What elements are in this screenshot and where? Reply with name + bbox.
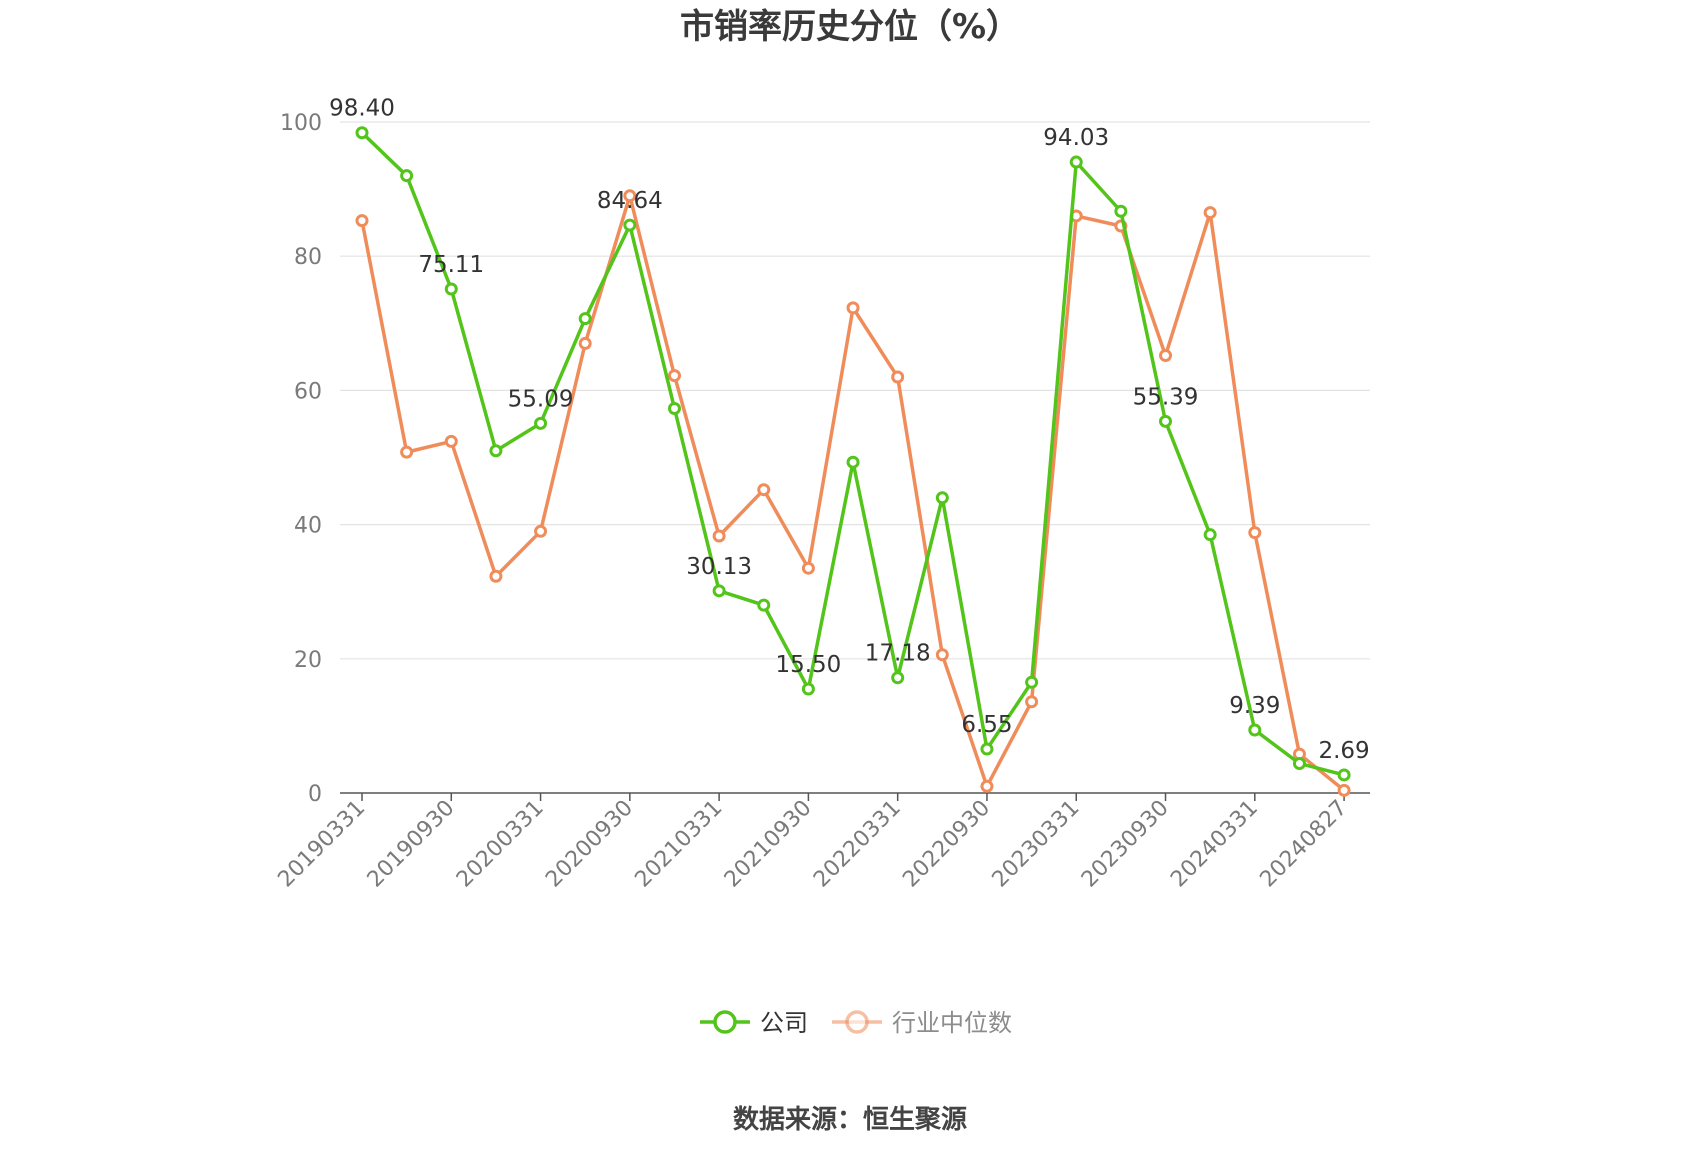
series-point-0 — [1069, 155, 1083, 169]
x-tick-label: 20230331 — [988, 796, 1085, 893]
data-label: 75.11 — [418, 252, 484, 278]
series-point-0 — [1159, 414, 1173, 428]
series-point-1 — [578, 336, 592, 350]
series-point-0 — [444, 282, 458, 296]
chart-title: 市销率历史分位（%） — [680, 7, 1020, 47]
source-note: 数据来源：恒生聚源 — [733, 1105, 967, 1135]
data-label: 30.13 — [686, 554, 752, 580]
series-point-0 — [1114, 204, 1128, 218]
series-point-0 — [1203, 528, 1217, 542]
y-tick-label: 100 — [280, 111, 322, 136]
series-point-0 — [534, 416, 548, 430]
series-point-0 — [667, 402, 681, 416]
data-labels: 98.40 75.11 55.09 84.64 30.13 15.50 17.18 6.55 9… — [329, 96, 1370, 764]
x-axis: 2019033120190930202003312020093020210331… — [273, 792, 1370, 893]
data-label: 6.55 — [961, 712, 1012, 738]
series-point-0 — [757, 598, 771, 612]
series-point-0 — [846, 455, 860, 469]
y-tick-label: 60 — [294, 379, 322, 404]
legend-item-1[interactable]: 行业中位数 — [832, 1009, 1012, 1037]
legend-label: 公司 — [760, 1009, 808, 1037]
legend[interactable]: 公司 行业中位数 — [700, 1009, 1012, 1037]
series-point-1 — [1337, 783, 1351, 797]
x-tick-label: 20220930 — [898, 796, 995, 893]
data-label: 98.40 — [329, 96, 395, 122]
data-label: 2.69 — [1318, 738, 1369, 764]
legend-label: 行业中位数 — [892, 1009, 1012, 1037]
x-tick-label: 20220331 — [809, 796, 906, 893]
series-point-0 — [355, 126, 369, 140]
series-point-1 — [1025, 695, 1039, 709]
series-point-0 — [1025, 675, 1039, 689]
series-point-0 — [891, 671, 905, 685]
legend-item-0[interactable]: 公司 — [700, 1009, 808, 1037]
series-point-0 — [935, 491, 949, 505]
series-point-0 — [712, 584, 726, 598]
series-point-0 — [489, 444, 503, 458]
series-point-1 — [846, 301, 860, 315]
x-tick-label: 20200930 — [541, 796, 638, 893]
x-tick-label: 20240331 — [1166, 796, 1263, 893]
y-axis: 0 20 40 60 80 100 — [280, 111, 322, 807]
series-point-0 — [1248, 723, 1262, 737]
series-point-1 — [1203, 206, 1217, 220]
series-point-1 — [489, 569, 503, 583]
x-tick-label: 20200331 — [452, 796, 549, 893]
x-tick-label: 20190331 — [273, 796, 370, 893]
data-label: 55.09 — [508, 386, 574, 412]
x-tick-label: 20210331 — [631, 796, 728, 893]
data-label: 15.50 — [775, 652, 841, 678]
legend-marker — [845, 1010, 869, 1034]
series-point-1 — [891, 370, 905, 384]
series-point-0 — [980, 742, 994, 756]
x-tick-label: 20210930 — [720, 796, 817, 893]
series-point-1 — [935, 648, 949, 662]
data-label: 94.03 — [1043, 125, 1109, 151]
series-line-0 — [360, 131, 1345, 777]
series-point-0 — [1337, 768, 1351, 782]
x-tick-label: 20190930 — [363, 796, 460, 893]
series-point-1 — [980, 779, 994, 793]
data-label: 9.39 — [1229, 693, 1280, 719]
data-label: 55.39 — [1133, 384, 1199, 410]
series-point-0 — [578, 312, 592, 326]
x-tick-label: 20230930 — [1077, 796, 1174, 893]
y-tick-label: 40 — [294, 514, 322, 539]
x-tick-label: 20240827 — [1255, 796, 1352, 893]
series-point-1 — [1159, 349, 1173, 363]
data-label: 17.18 — [865, 641, 931, 667]
series-point-1 — [667, 369, 681, 383]
series-point-0 — [400, 169, 414, 183]
series-line-1 — [360, 194, 1346, 792]
series-point-0 — [1292, 756, 1306, 770]
y-tick-label: 0 — [308, 782, 322, 807]
series-layer — [355, 126, 1351, 797]
series-point-1 — [400, 445, 414, 459]
y-tick-label: 20 — [294, 648, 322, 673]
series-point-1 — [1248, 526, 1262, 540]
series-point-1 — [355, 214, 369, 228]
series-point-0 — [623, 218, 637, 232]
series-point-1 — [757, 483, 771, 497]
series-point-1 — [534, 524, 548, 538]
series-point-1 — [623, 189, 637, 203]
series-point-1 — [444, 434, 458, 448]
data-label: 84.64 — [597, 188, 663, 214]
series-point-0 — [801, 682, 815, 696]
legend-marker — [713, 1010, 737, 1034]
y-tick-label: 80 — [294, 245, 322, 270]
series-point-1 — [801, 561, 815, 575]
series-point-1 — [712, 529, 726, 543]
